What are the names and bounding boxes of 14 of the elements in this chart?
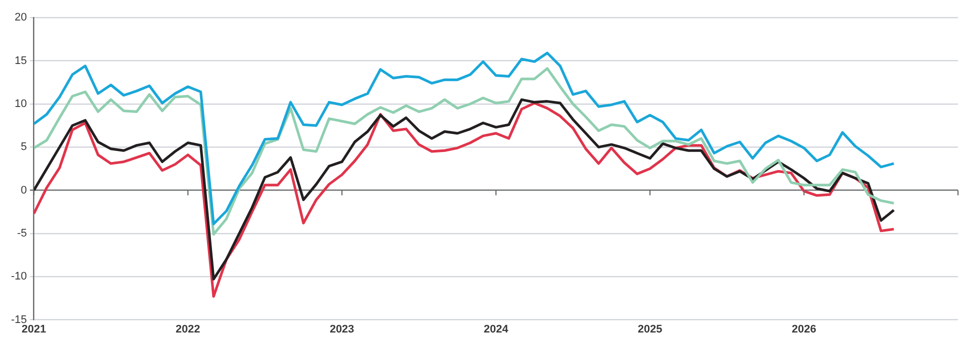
y-tick-label: 5 xyxy=(20,141,27,154)
x-tick-label: 2026 xyxy=(792,323,816,336)
y-tick-label: -10 xyxy=(10,270,27,283)
y-tick-label: 15 xyxy=(14,54,27,67)
y-tick-label: -15 xyxy=(10,314,27,326)
x-tick-label: 2023 xyxy=(330,323,354,336)
x-tick-label: 2024 xyxy=(484,323,510,336)
y-tick-label: 10 xyxy=(14,98,27,110)
y-tick-label: 20 xyxy=(14,12,27,24)
x-tick-label: 2021 xyxy=(22,323,46,336)
y-tick-label: 0 xyxy=(20,184,27,196)
x-tick-label: 2025 xyxy=(638,323,662,336)
x-tick-label: 2022 xyxy=(176,323,200,336)
y-tick-label: -5 xyxy=(17,227,27,240)
